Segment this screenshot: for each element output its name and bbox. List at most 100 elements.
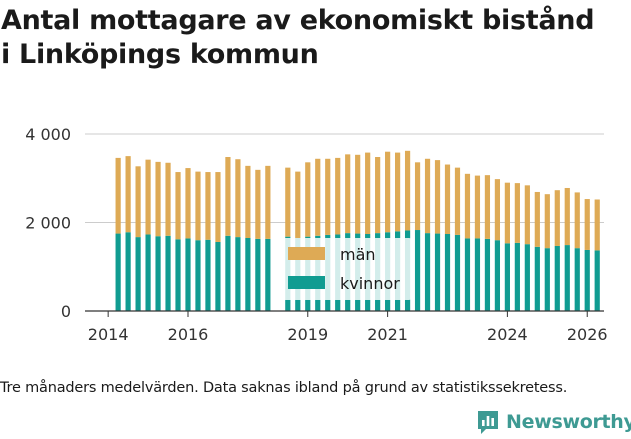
bar-man [504, 182, 510, 244]
bar-kvinnor [145, 234, 151, 311]
chart-title: Antal mottagare av ekonomiskt bistånd i … [1, 4, 595, 72]
bar-kvinnor [155, 236, 161, 311]
bar-kvinnor [245, 237, 251, 311]
bar-kvinnor [564, 245, 570, 311]
bar-kvinnor [474, 238, 481, 311]
x-axis-ticks: 2014 2016 2019 2021 2024 2026 [88, 311, 608, 344]
bar-kvinnor [554, 245, 560, 311]
bar-kvinnor [255, 238, 261, 311]
bar-man [285, 167, 291, 237]
bar-kvinnor [524, 244, 530, 311]
legend-label-man: män [340, 245, 376, 264]
bar-kvinnor [424, 233, 431, 311]
bar-man [295, 171, 301, 238]
bar-kvinnor [235, 237, 241, 311]
bar-kvinnor [265, 238, 271, 311]
bar-man [225, 157, 231, 236]
bar-kvinnor [494, 240, 501, 311]
bar-kvinnor [205, 239, 211, 311]
x-tick-label: 2026 [567, 325, 608, 344]
bar-man [454, 167, 461, 235]
bar-man [514, 183, 520, 243]
bar-kvinnor [434, 233, 441, 311]
bar-man [464, 173, 471, 239]
newsworthy-logo-icon [478, 410, 498, 434]
bar-man [524, 185, 530, 245]
bar-man [145, 159, 151, 235]
bar-man [444, 164, 451, 235]
bar-kvinnor [454, 234, 461, 311]
bar-kvinnor [215, 241, 221, 311]
bar-man [394, 152, 401, 232]
bar-kvinnor [444, 234, 451, 311]
bar-man [365, 152, 371, 235]
bar-man [235, 159, 241, 238]
bar-man [205, 172, 211, 240]
bar-man [385, 151, 391, 233]
x-tick-label: 2024 [487, 325, 528, 344]
bar-kvinnor [464, 238, 471, 311]
bar-man [155, 161, 161, 237]
x-tick-label: 2019 [287, 325, 328, 344]
bar-man [355, 154, 361, 234]
bar-kvinnor [115, 233, 121, 311]
bar-kvinnor [185, 238, 191, 311]
bar-kvinnor [135, 237, 141, 311]
bar-man [494, 179, 501, 241]
bar-man [404, 150, 411, 231]
bar-man [424, 158, 431, 234]
bar-man [335, 157, 341, 235]
bar-kvinnor [504, 243, 510, 311]
bar-kvinnor [594, 250, 600, 311]
bar-kvinnor [544, 248, 550, 311]
bar-kvinnor [225, 235, 231, 311]
bar-man [584, 199, 590, 250]
bar-man [305, 162, 311, 237]
bar-man [165, 162, 171, 236]
bar-man [484, 175, 491, 239]
bar-man [135, 166, 141, 238]
bar-man [594, 199, 600, 251]
brand-name: Newsworthy [506, 411, 631, 433]
x-tick-label: 2016 [168, 325, 209, 344]
bar-man [195, 171, 201, 241]
bar-man [544, 194, 550, 249]
bar-kvinnor [175, 239, 181, 311]
bar-man [325, 158, 331, 235]
bar-man [315, 158, 321, 236]
bar-kvinnor [195, 240, 201, 311]
bar-man [564, 187, 570, 246]
y-tick-label: 2 000 [25, 214, 71, 233]
bar-man [375, 157, 381, 234]
legend: män kvinnor [278, 238, 414, 300]
chart-title-line-2: i Linköpings kommun [1, 39, 319, 70]
bar-man [255, 169, 261, 239]
y-tick-label: 0 [61, 302, 71, 321]
bar-man [574, 192, 580, 249]
bar-man [414, 162, 421, 231]
bar-man [474, 175, 481, 239]
y-tick-label: 4 000 [25, 125, 71, 144]
bar-man [215, 172, 221, 242]
bar-man [115, 157, 121, 234]
bar-kvinnor [574, 248, 580, 311]
bar-kvinnor [484, 238, 491, 311]
bar-man [265, 165, 271, 239]
legend-swatch-man [288, 247, 325, 260]
bar-man [245, 165, 251, 238]
bar-kvinnor [514, 242, 520, 311]
bar-man [434, 160, 441, 234]
bar-kvinnor [165, 235, 171, 311]
bar-kvinnor [125, 232, 131, 311]
legend-swatch-kvinnor [288, 276, 325, 289]
bar-kvinnor [584, 249, 590, 311]
bar-man [534, 191, 540, 247]
bar-man [175, 172, 181, 240]
chart-title-line-1: Antal mottagare av ekonomiskt bistånd [1, 5, 595, 36]
bar-man [554, 190, 560, 246]
bar-kvinnor [534, 246, 540, 311]
legend-label-kvinnor: kvinnor [340, 274, 400, 293]
y-axis-ticks: 0 2 000 4 000 [25, 125, 71, 321]
bar-man [345, 154, 351, 234]
